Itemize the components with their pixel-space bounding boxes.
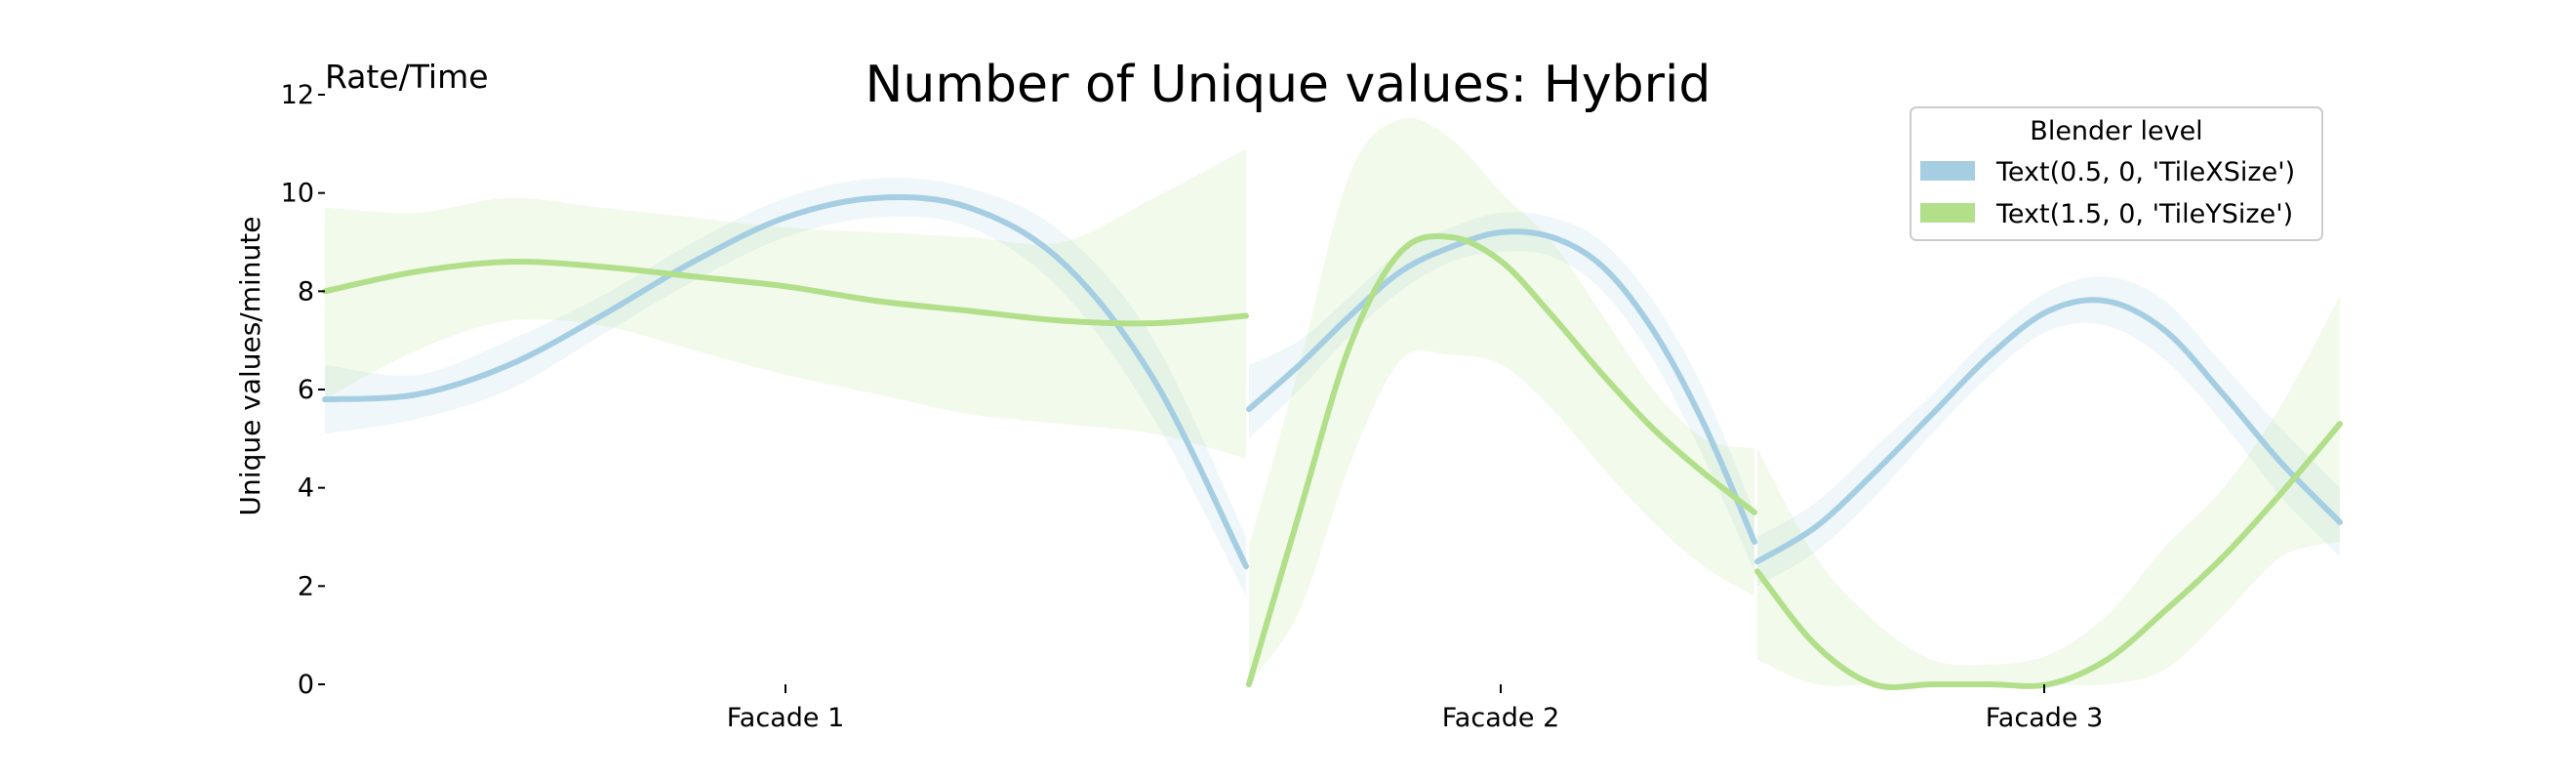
legend-entry-1: Text(1.5, 0, 'TileYSize')	[1995, 199, 2293, 229]
band-1-1	[1249, 117, 1754, 684]
y-tick-label-2: 4	[298, 473, 314, 504]
x-axis: Facade 1 Facade 2 Facade 3	[727, 684, 2104, 733]
chart-title: Number of Unique values: Hybrid	[865, 56, 1711, 114]
band-0-0	[325, 178, 1246, 596]
y-tick-label-3: 6	[298, 375, 314, 405]
series-lines	[322, 194, 2343, 690]
y-tick-label-1: 2	[298, 571, 314, 601]
legend-swatch-1	[1920, 203, 1975, 223]
legend: Blender level Text(0.5, 0, 'TileXSize') …	[1910, 106, 2323, 241]
line-1-2	[1754, 421, 2343, 690]
legend-entry-0: Text(0.5, 0, 'TileXSize')	[1995, 157, 2295, 187]
y-axis-label: Unique values/minute	[234, 217, 266, 516]
line-1-1	[1246, 233, 1757, 687]
line-0-0	[322, 194, 1249, 570]
x-tick-label-0: Facade 1	[727, 703, 845, 733]
y-axis: 0 2 4 6 8 10 12	[281, 80, 325, 700]
corner-label: Rate/Time	[325, 58, 489, 96]
x-tick-label-2: Facade 3	[1986, 703, 2104, 733]
y-tick-label-0: 0	[298, 670, 314, 700]
line-0-2	[1754, 297, 2343, 565]
y-tick-label-6: 12	[281, 80, 314, 110]
x-tick-label-1: Facade 2	[1442, 703, 1560, 733]
legend-swatch-0	[1920, 161, 1975, 181]
band-0-1	[1249, 212, 1754, 572]
band-1-2	[1757, 296, 2340, 686]
y-tick-label-5: 10	[281, 179, 314, 209]
band-1-0	[325, 148, 1246, 459]
band-0-2	[1757, 275, 2340, 587]
legend-title: Blender level	[2030, 116, 2202, 146]
line-0-1	[1246, 228, 1757, 545]
confidence-bands	[325, 117, 2340, 686]
y-tick-label-4: 8	[298, 276, 314, 307]
legend-frame	[1910, 106, 2323, 241]
